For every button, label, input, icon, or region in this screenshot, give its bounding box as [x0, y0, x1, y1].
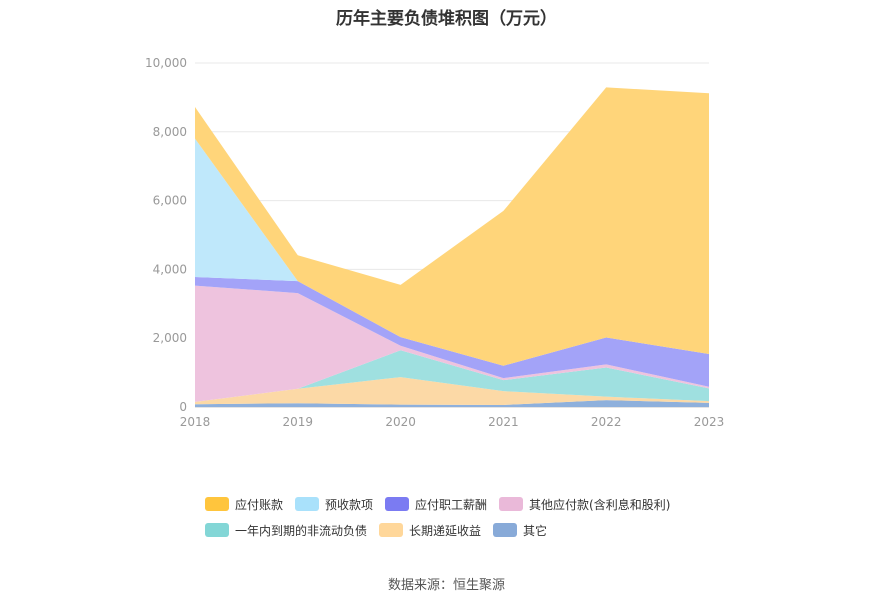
legend-swatch	[493, 523, 518, 537]
legend-swatch	[295, 497, 320, 511]
area-series	[195, 276, 709, 387]
x-tick-label: 2019	[283, 415, 314, 429]
legend-label: 其他应付款(含利息和股利)	[529, 497, 671, 512]
chart-legend: 应付账款 预收款项 应付职工薪酬 其他应付款(含利息和股利) 一年内到期的非流动负债 长…	[205, 494, 765, 546]
legend-item[interactable]: 预收款项	[295, 494, 373, 514]
area-series	[195, 377, 709, 405]
area-series	[195, 400, 709, 407]
legend-swatch	[205, 497, 229, 511]
legend-label: 长期递延收益	[409, 523, 482, 538]
area-series	[195, 285, 709, 402]
legend-label: 应付账款	[235, 497, 284, 512]
area-series	[195, 350, 709, 402]
legend-label: 其它	[523, 523, 548, 538]
chart-title: 历年主要负债堆积图（万元）	[336, 9, 557, 29]
y-tick-label: 2,000	[153, 331, 187, 345]
y-tick-label: 4,000	[153, 262, 187, 276]
x-tick-label: 2020	[385, 415, 416, 429]
legend-item[interactable]: 应付职工薪酬	[385, 494, 487, 514]
y-tick-label: 6,000	[153, 194, 187, 208]
legend-swatch	[205, 523, 229, 537]
legend-item[interactable]: 一年内到期的非流动负债	[205, 520, 367, 540]
legend-label: 预收款项	[325, 497, 374, 512]
x-tick-label: 2023	[694, 415, 725, 429]
legend-swatch	[385, 497, 410, 511]
legend-item[interactable]: 其他应付款(含利息和股利)	[499, 494, 670, 514]
legend-label: 一年内到期的非流动负债	[235, 523, 368, 538]
y-tick-label: 0	[179, 400, 187, 414]
area-series	[195, 87, 709, 366]
legend-item[interactable]: 长期递延收益	[379, 520, 481, 540]
x-tick-label: 2021	[488, 415, 519, 429]
data-source-note: 数据来源：恒生聚源	[387, 578, 505, 593]
legend-swatch	[379, 523, 404, 537]
x-tick-label: 2018	[180, 415, 211, 429]
x-tick-label: 2022	[591, 415, 622, 429]
legend-swatch	[499, 497, 524, 511]
legend-item[interactable]: 应付账款	[205, 494, 283, 514]
y-tick-label: 8,000	[153, 125, 187, 139]
y-tick-label: 10,000	[145, 56, 187, 70]
legend-label: 应付职工薪酬	[415, 497, 488, 512]
legend-item[interactable]: 其它	[493, 520, 547, 540]
